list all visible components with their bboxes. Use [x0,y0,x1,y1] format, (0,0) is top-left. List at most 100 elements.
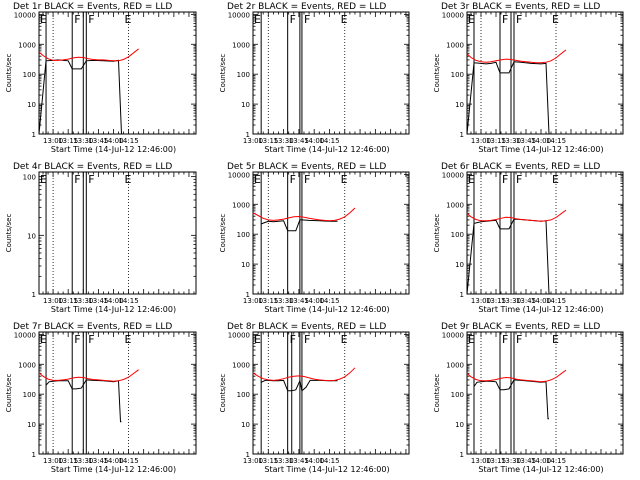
y-tick-label: 100 [23,391,36,399]
x-axis-label: Start Time (14-Jul-12 12:46:00) [478,305,603,314]
region-letter: F [74,333,80,346]
events-series-line [466,218,550,295]
chart-title: Det 7r BLACK = Events, RED = LLD [13,322,172,332]
y-tick-label: 10 [455,101,464,109]
x-tick-label: 14:00 [304,297,324,305]
x-tick-label: 13:00 [43,137,63,145]
region-letter: F [516,173,522,186]
y-tick-label: 1000 [446,41,464,49]
y-tick-label: 10 [27,421,36,429]
chart-title: Det 2r BLACK = Events, RED = LLD [227,2,386,12]
y-tick-label: 100 [23,174,36,182]
x-axis-label: Start Time (14-Jul-12 12:46:00) [264,145,389,154]
region-letter: F [304,333,310,346]
x-tick-label: 13:30 [501,137,521,145]
chart-panel-1: Det 1r BLACK = Events, RED = LLD Counts/s… [5,2,197,154]
y-tick-label: 1 [32,291,36,299]
x-tick-label: 13:45 [289,297,309,305]
region-letter: F [290,333,296,346]
x-tick-label: 14:00 [531,457,551,465]
x-tick-label: 14:00 [531,137,551,145]
x-tick-label: 14:15 [319,457,339,465]
region-letter: E [125,13,132,26]
x-tick-label: 14:00 [103,297,123,305]
region-letter: F [290,13,296,26]
region-letter: E [40,173,47,186]
region-letter: F [516,333,522,346]
y-tick-label: 1000 [232,41,250,49]
x-tick-label: 13:45 [289,457,309,465]
y-tick-label: 1 [246,291,250,299]
x-tick-label: 13:30 [501,297,521,305]
lld-series-line [466,49,567,64]
x-tick-label: 13:00 [43,297,63,305]
y-tick-label: 100 [237,71,250,79]
x-tick-label: 13:45 [289,137,309,145]
y-tick-label: 10 [27,101,36,109]
x-tick-label: 13:15 [258,297,278,305]
y-tick-label: 1 [32,131,36,139]
lld-series-line [38,48,139,62]
region-letter: F [304,173,310,186]
x-tick-label: 13:15 [486,297,506,305]
y-axis-label: Counts/sec [433,54,441,93]
x-tick-label: 14:15 [546,457,566,465]
y-tick-label: 10000 [14,331,36,339]
region-letter: E [254,333,261,346]
region-letter: E [125,333,132,346]
y-tick-label: 100 [237,231,250,239]
x-tick-label: 13:30 [73,137,93,145]
region-letter: F [74,13,80,26]
lld-series-line [252,207,356,222]
region-letter: E [468,173,475,186]
y-tick-label: 1000 [446,201,464,209]
lld-series-line [466,209,567,222]
plot-frame [252,171,410,295]
x-tick-label: 14:15 [118,297,138,305]
y-tick-label: 10 [241,421,250,429]
lld-series-line [38,369,139,382]
x-tick-label: 13:30 [501,457,521,465]
region-letter: F [88,333,94,346]
chart-title: Det 4r BLACK = Events, RED = LLD [13,162,172,172]
y-axis-label: Counts/sec [219,214,227,253]
x-tick-label: 13:00 [471,297,491,305]
x-tick-label: 13:45 [516,297,536,305]
y-axis-label: Counts/sec [433,214,441,253]
x-tick-label: 14:00 [531,297,551,305]
chart-panel-9: Det 9r BLACK = Events, RED = LLD Counts/s… [433,322,624,474]
region-letter: E [552,333,559,346]
region-letter: E [341,13,348,26]
x-tick-label: 13:00 [471,137,491,145]
chart-panel-4: Det 4r BLACK = Events, RED = LLD Counts/s… [5,162,197,314]
x-tick-label: 13:45 [88,297,108,305]
region-letter: F [502,13,508,26]
x-tick-label: 14:15 [118,137,138,145]
y-axis-label: Counts/sec [5,214,13,253]
x-tick-label: 13:00 [243,457,263,465]
plot-frame [38,171,197,295]
lld-series-line [252,367,356,382]
x-tick-label: 14:15 [546,297,566,305]
x-tick-label: 14:00 [103,137,123,145]
x-tick-label: 13:15 [58,297,78,305]
y-tick-label: 1 [460,131,464,139]
y-tick-label: 10000 [14,11,36,19]
chart-title: Det 1r BLACK = Events, RED = LLD [13,2,172,12]
region-letter: E [468,13,475,26]
chart-panel-8: Det 8r BLACK = Events, RED = LLD Counts/s… [219,322,410,474]
chart-panel-7: Det 7r BLACK = Events, RED = LLD Counts/s… [5,322,197,474]
x-tick-label: 13:15 [58,457,78,465]
x-tick-label: 13:45 [516,457,536,465]
events-series-line [38,59,122,135]
y-tick-label: 100 [451,71,464,79]
region-letter: F [502,333,508,346]
region-letter: E [254,173,261,186]
x-tick-label: 13:00 [243,297,263,305]
plot-frame [38,331,197,455]
x-axis-label: Start Time (14-Jul-12 12:46:00) [264,465,389,474]
plot-frame [466,171,624,295]
region-letter: F [502,173,508,186]
x-tick-label: 13:45 [88,457,108,465]
